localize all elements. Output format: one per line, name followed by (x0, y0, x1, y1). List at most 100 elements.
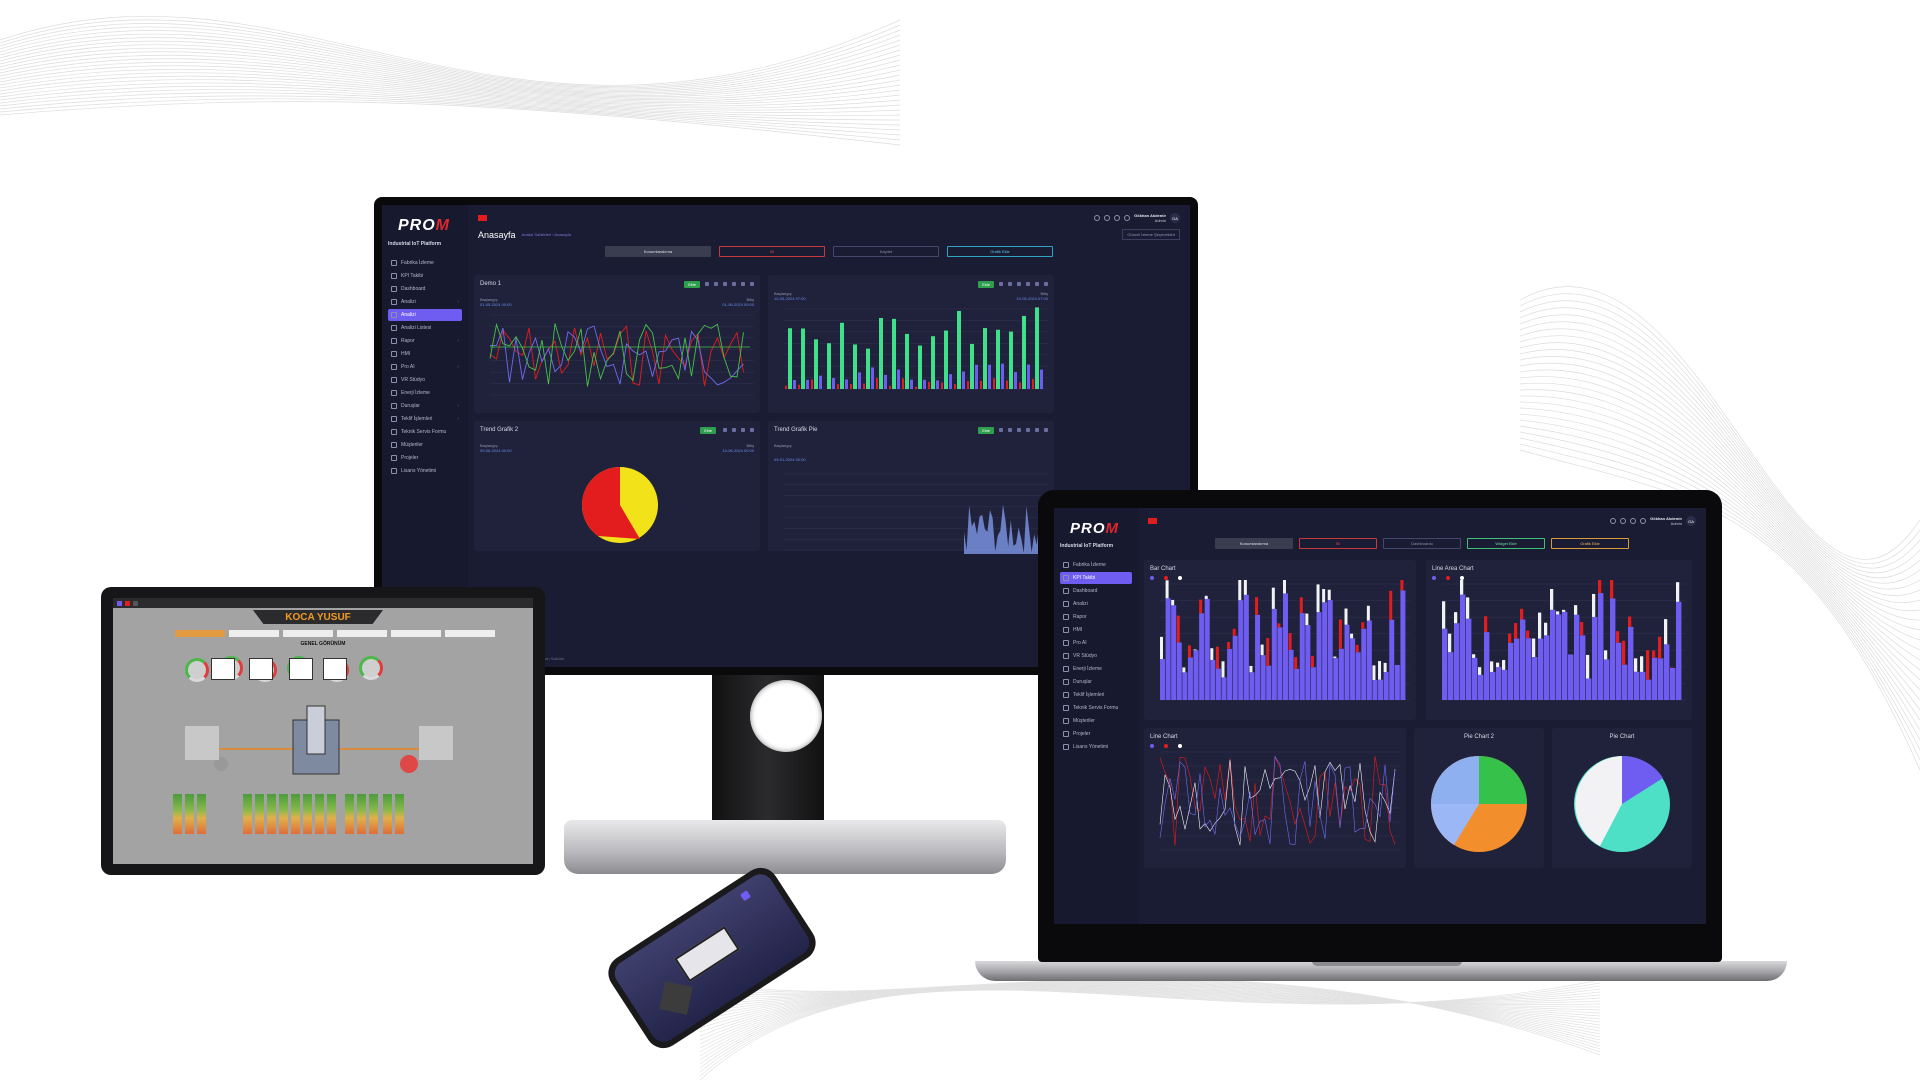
save-button[interactable]: Kaydet (833, 246, 939, 257)
card-tools (999, 428, 1048, 432)
bar (1484, 632, 1490, 701)
nav-icon (391, 286, 397, 292)
add-button[interactable]: Ekle (700, 427, 716, 434)
card-title: Trend Grafik 2 (480, 427, 519, 433)
end-date[interactable]: 10-05-2024 07:00 (1016, 296, 1048, 301)
level-bar (303, 794, 312, 834)
bar (1176, 615, 1180, 643)
sidebar-item[interactable]: Teklif İşlemleri › (388, 413, 462, 425)
sidebar-item-label: Lisans Yönetimi (1073, 744, 1109, 750)
view-select[interactable]: Güncel İzleme Şeçenekleri (1122, 229, 1180, 240)
add-button[interactable]: Ekle (978, 281, 994, 288)
start-date[interactable]: 10-05-2024 07:00 (774, 296, 806, 301)
bar (1333, 656, 1337, 659)
sidebar-item[interactable]: VR Stüdyo (388, 374, 462, 386)
grid-icon[interactable] (133, 600, 138, 606)
bar (1277, 627, 1283, 701)
card-title: Pie Chart (1609, 734, 1635, 740)
add-chart-button[interactable]: Grafik Ekle (1551, 538, 1629, 549)
sidebar-item[interactable]: KPI Takibi (388, 270, 462, 282)
sidebar-item[interactable]: Analizi (1060, 598, 1132, 610)
phone-menu-icon[interactable] (739, 890, 752, 902)
flag-icon[interactable] (125, 600, 130, 606)
end-date[interactable]: 01-06-2024 00:00 (722, 302, 754, 307)
flag-icon[interactable] (1148, 518, 1157, 524)
sidebar-item[interactable]: KPI Takibi (1060, 572, 1132, 584)
hmi-tab[interactable] (283, 630, 333, 637)
hmi-tab[interactable] (229, 630, 279, 637)
start-date[interactable]: 09-01-2024 00:00 (774, 457, 806, 462)
sidebar-item[interactable]: Pro AI (1060, 637, 1132, 649)
sidebar-item[interactable]: Duruşlar › (388, 400, 462, 412)
bell-icon[interactable] (1640, 518, 1647, 524)
bar (970, 343, 974, 389)
delete-button[interactable]: Sil (1299, 538, 1377, 549)
sidebar-item[interactable]: Lisans Yönetimi (1060, 741, 1132, 753)
sidebar-item[interactable]: Rapor (1060, 611, 1132, 623)
level-bar (243, 794, 252, 834)
hmi-tab[interactable] (337, 630, 387, 637)
bar (1009, 331, 1013, 389)
search-icon[interactable] (1630, 518, 1637, 524)
delete-button[interactable]: Sil (719, 246, 825, 257)
flag-icon[interactable] (478, 215, 487, 221)
logo-subtitle: Industrial IoT Platform (388, 241, 442, 247)
end-date[interactable]: 10-06-2024 00:00 (722, 448, 754, 453)
add-button[interactable]: Ekle (978, 427, 994, 434)
bar (785, 385, 787, 389)
sidebar-item[interactable]: HMI (388, 348, 462, 360)
sidebar-item-label: Teklif İşlemleri (1073, 692, 1105, 698)
sidebar-item[interactable]: Teknik Servis Formu (388, 426, 462, 438)
bar (1204, 599, 1210, 701)
sidebar-item[interactable]: HMI (1060, 624, 1132, 636)
start-date[interactable]: 09-06-2024 00:00 (480, 448, 512, 453)
bar (1574, 605, 1578, 615)
sidebar-item[interactable]: Projeler (388, 452, 462, 464)
sidebar-item[interactable]: Dashboard (388, 283, 462, 295)
sidebar-item[interactable]: Enerji İzleme (1060, 663, 1132, 675)
search-icon[interactable] (1114, 215, 1121, 221)
position-button[interactable]: Konumlandırma (1215, 538, 1293, 549)
sidebar-item[interactable]: Dashboard (1060, 585, 1132, 597)
sidebar-item-label: Fabrika İzleme (1073, 562, 1106, 568)
breadcrumb-path[interactable]: Analizi Sahifeleri › Anasayfa (521, 232, 572, 237)
add-button[interactable]: Ekle (684, 281, 700, 288)
avatar[interactable]: GA (1686, 516, 1696, 526)
add-chart-button[interactable]: Grafik Ekle (947, 246, 1053, 257)
sidebar-item[interactable]: Teknik Servis Formu (1060, 702, 1132, 714)
sidebar-item[interactable]: Müşteriler (388, 439, 462, 451)
sidebar-item[interactable]: Fabrika İzleme (1060, 559, 1132, 571)
bar (1442, 601, 1446, 629)
sidebar-item[interactable]: Teklif İşlemleri (1060, 689, 1132, 701)
avatar[interactable]: GA (1170, 213, 1180, 223)
hmi-tab[interactable] (445, 630, 495, 637)
sidebar-item[interactable]: Analizi Listesi (388, 322, 462, 334)
sidebar-item[interactable]: Analizi (388, 309, 462, 321)
position-button[interactable]: Konumlandırma (605, 246, 711, 257)
hmi-tab[interactable] (391, 630, 441, 637)
sidebar-item[interactable]: Analizi › (388, 296, 462, 308)
sidebar-item[interactable]: Müşteriler (1060, 715, 1132, 727)
tag-icon[interactable] (1620, 518, 1627, 524)
clock-icon[interactable] (1094, 215, 1101, 221)
hmi-tab[interactable] (175, 630, 225, 637)
sidebar-item[interactable]: Duruşlar (1060, 676, 1132, 688)
nav-icon (391, 468, 397, 474)
dashboard-button[interactable]: Dashboardu (1383, 538, 1461, 549)
sidebar-item[interactable]: VR Stüdyo (1060, 650, 1132, 662)
clock-icon[interactable] (1610, 518, 1617, 524)
sidebar-item[interactable]: Projeler (1060, 728, 1132, 740)
menu-icon[interactable] (117, 600, 122, 606)
start-date[interactable]: 01-05-2024 00:00 (480, 302, 512, 307)
bell-icon[interactable] (1124, 215, 1131, 221)
user-area: Gökhan Akdemir Admin GA (1094, 213, 1180, 223)
add-widget-button[interactable]: Widget Ekle (1467, 538, 1545, 549)
sidebar-item[interactable]: Lisans Yönetimi (388, 465, 462, 477)
sidebar-item[interactable]: Fabrika İzleme (388, 257, 462, 269)
tag-icon[interactable] (1104, 215, 1111, 221)
sidebar-item[interactable]: Rapor › (388, 335, 462, 347)
series-line (489, 325, 744, 387)
sidebar-item[interactable]: Pro AI › (388, 361, 462, 373)
sidebar-item[interactable]: Enerji İzleme (388, 387, 462, 399)
bar (1454, 612, 1458, 624)
